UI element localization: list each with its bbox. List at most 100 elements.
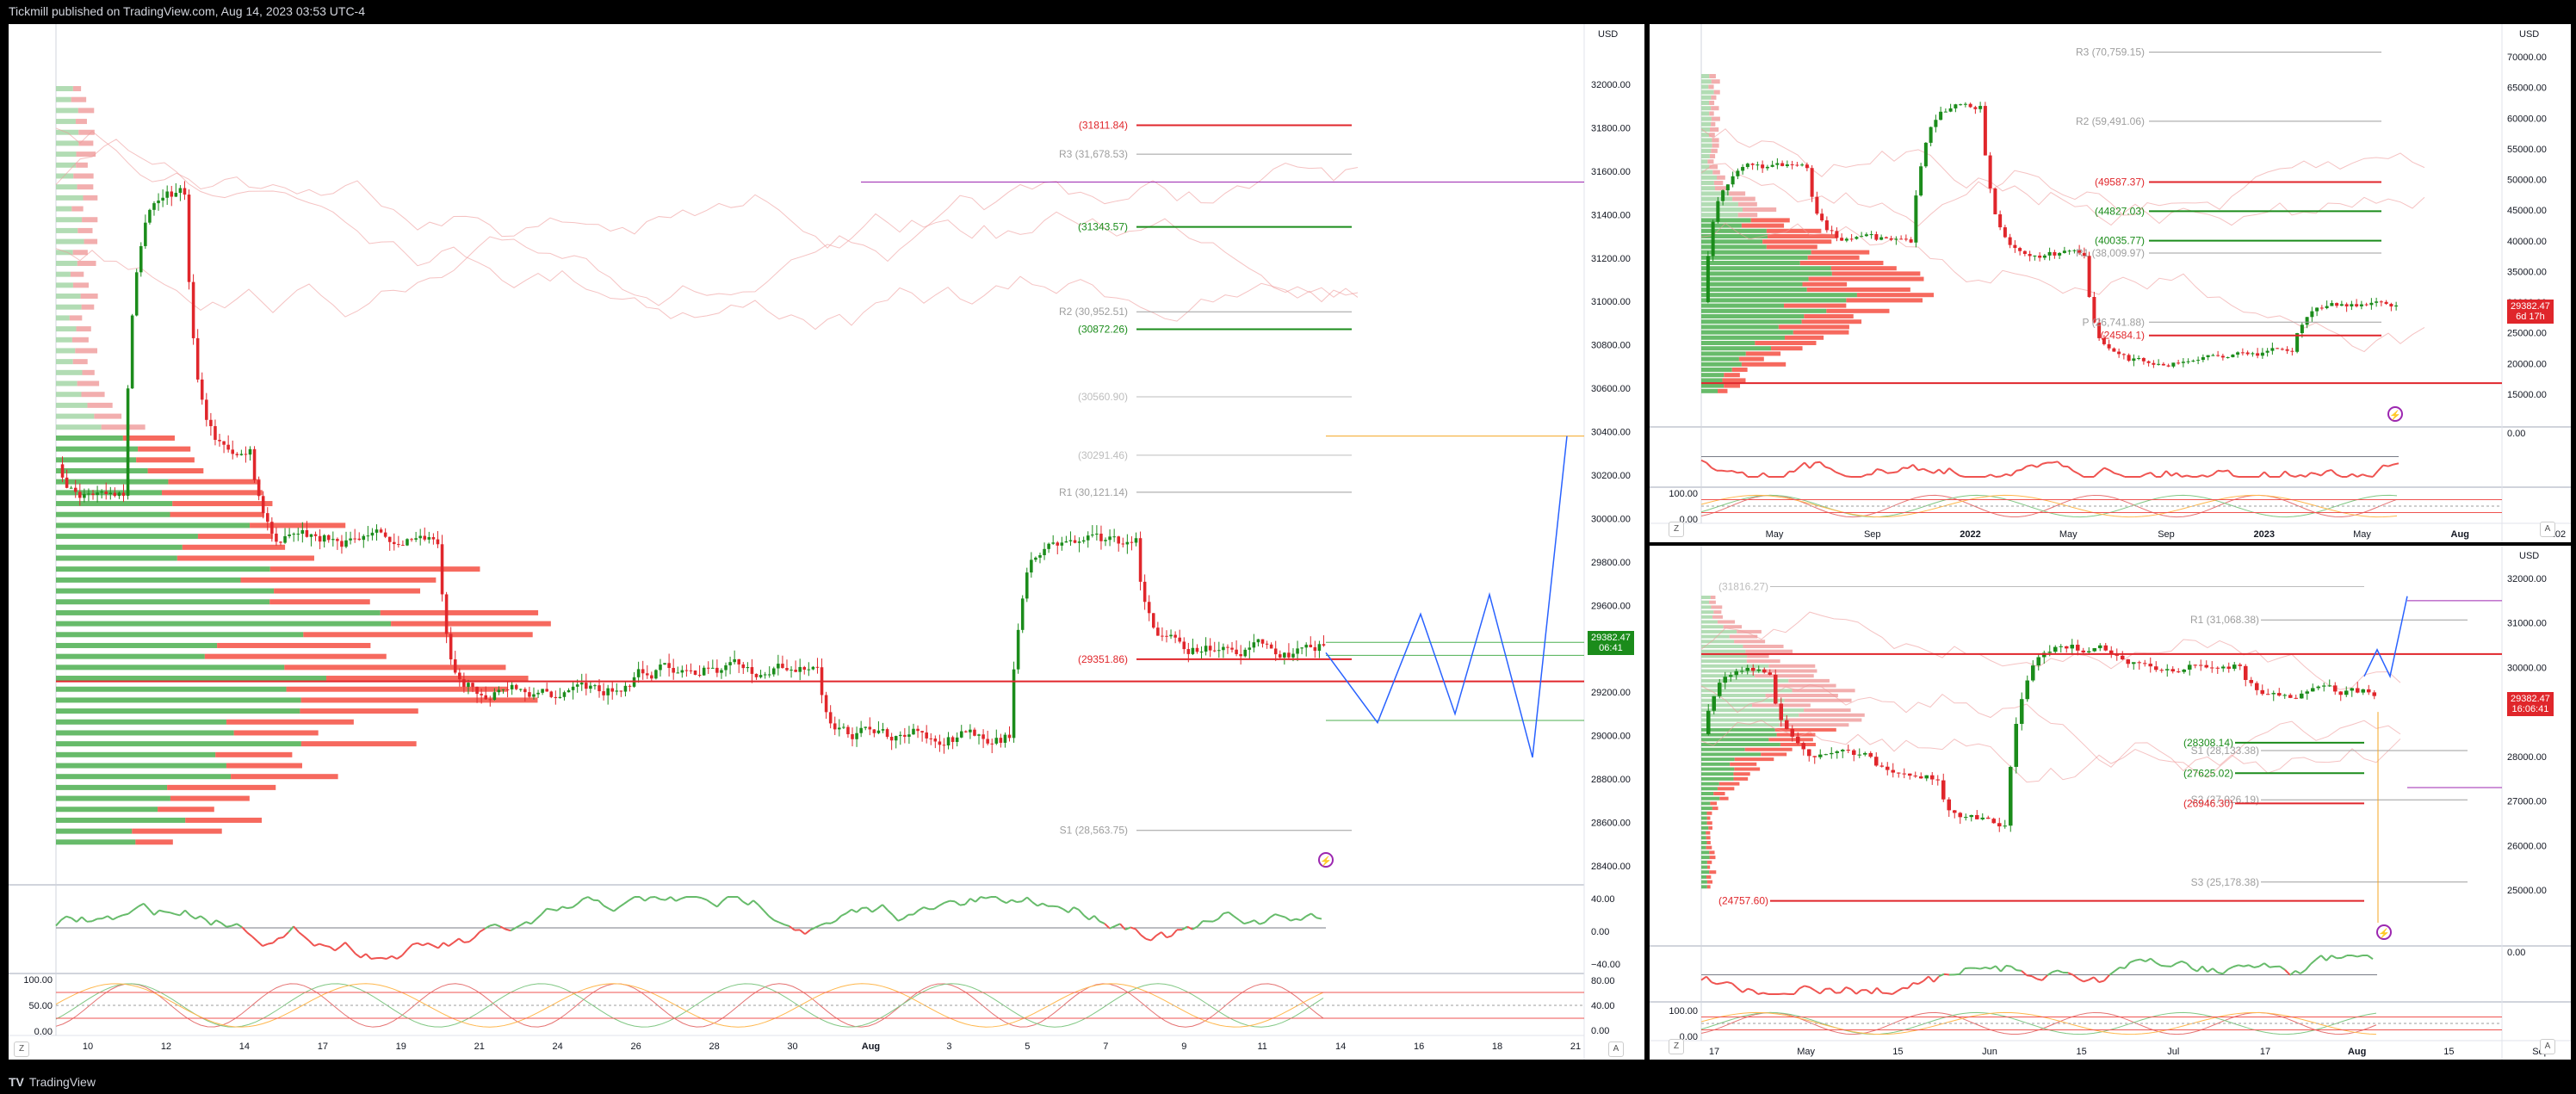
volume-profile-bar-up: [1701, 683, 1775, 688]
candle-body: [2120, 655, 2125, 660]
oscillator-segment: [2243, 964, 2250, 967]
candle-body: [353, 538, 356, 540]
candle-body: [610, 688, 614, 692]
oscillator-segment: [1871, 986, 1878, 995]
main-chart-panel[interactable]: BTCUSD, 4h Bitcoin / U.S. Dollar 100.005…: [9, 24, 1644, 1060]
oscillator-segment: [148, 908, 155, 916]
stochastic-right-tick-label: 40.00: [1591, 1001, 1615, 1011]
y-tick-label: 30200.00: [1591, 471, 1631, 481]
oscillator-segment: [1943, 973, 1950, 976]
oscillator-segment: [1845, 986, 1852, 991]
candle-body: [1923, 142, 1928, 167]
weekly-event-icon[interactable]: ⚡: [2387, 406, 2403, 422]
candle-body: [170, 191, 174, 197]
candle-body: [427, 537, 431, 540]
candle-body: [794, 670, 797, 672]
volume-profile-bar-up: [1701, 383, 1725, 388]
volume-profile-bar-up: [1701, 330, 1793, 335]
candle-body: [1156, 627, 1160, 636]
candle-body: [846, 726, 850, 735]
oscillator-segment: [241, 926, 248, 933]
candle-body: [1947, 799, 1952, 811]
candle-body: [100, 491, 103, 493]
volume-profile-bar-up: [56, 511, 170, 517]
oscillator-segment: [293, 925, 300, 933]
volume-profile-bar-down: [1711, 121, 1716, 127]
daily-event-icon[interactable]: ⚡: [2376, 924, 2392, 940]
daily-chart-panel[interactable]: BTCUSD, 1D Bitcoin / U.S. Dollar 32000.0…: [1650, 546, 2571, 1060]
volume-profile-bar-up: [56, 326, 77, 332]
daily-chart-svg[interactable]: 32000.0031000.0030000.0029000.0028000.00…: [1650, 546, 2571, 1060]
volume-profile-bar-down: [1755, 674, 1814, 678]
candle-body: [1086, 535, 1090, 541]
daily-level-label: (26946.30): [2183, 797, 2233, 809]
volume-profile-bar-up: [1701, 850, 1710, 855]
main-event-icon[interactable]: ⚡: [1318, 852, 1334, 868]
main-z-button[interactable]: Z: [14, 1041, 29, 1057]
candle-body: [2389, 304, 2393, 307]
candle-body: [1235, 649, 1238, 655]
oscillator-segment: [2258, 471, 2265, 478]
volume-profile-bar-up: [56, 184, 77, 190]
candle-body: [73, 487, 77, 492]
oscillator-segment: [1212, 918, 1219, 923]
candle-body: [2193, 664, 2198, 666]
candle-body: [969, 729, 972, 732]
candle-body: [69, 487, 73, 489]
candle-body: [117, 492, 121, 497]
candle-body: [157, 200, 160, 204]
candle-body: [226, 444, 230, 450]
weekly-z-button[interactable]: Z: [1669, 522, 1684, 537]
volume-profile-bar-down: [1779, 723, 1849, 727]
volume-profile-bar-up: [1701, 875, 1707, 879]
volume-profile-bar-up: [1701, 811, 1707, 815]
daily-z-button[interactable]: Z: [1669, 1039, 1684, 1054]
x-tick-label: Sep: [1864, 529, 1881, 540]
weekly-a-button[interactable]: A: [2540, 522, 2555, 537]
oscillator-segment: [355, 953, 362, 959]
candle-body: [1047, 543, 1050, 549]
volume-profile-bar-up: [1701, 845, 1706, 850]
oscillator-segment: [2362, 473, 2369, 478]
oscillator-segment: [112, 916, 119, 921]
oscillator-segment: [1104, 923, 1111, 930]
volume-profile-bar-down: [1801, 319, 1862, 324]
volume-profile-bar-up: [56, 271, 71, 277]
volume-profile-bar-down: [1737, 629, 1762, 634]
candle-body: [955, 737, 959, 742]
candle-body: [1824, 754, 1829, 756]
daily-a-button[interactable]: A: [2540, 1039, 2555, 1054]
volume-profile-bar-down: [1710, 596, 1716, 599]
candle-body: [322, 535, 326, 542]
oscillator-segment: [1830, 987, 1836, 994]
candle-body: [1756, 669, 1762, 671]
candle-body: [2254, 683, 2259, 690]
candle-body: [1902, 773, 1907, 775]
volume-profile-bar-down: [1765, 694, 1838, 697]
oscillator-segment: [629, 896, 635, 901]
volume-profile-bar-down: [83, 195, 98, 201]
oscillator-segment: [158, 909, 165, 913]
oscillator-segment: [2387, 463, 2394, 467]
candle-body: [78, 491, 82, 498]
candle-body: [2107, 343, 2111, 349]
candle-body: [536, 692, 540, 695]
oscillator-segment: [437, 942, 444, 949]
weekly-chart-panel[interactable]: BTCUSD, 1W Bitcoin / U.S. Dollar 70000.0…: [1650, 24, 2571, 542]
oscillator-segment: [1130, 926, 1136, 930]
candle-body: [2260, 352, 2264, 356]
y-tick-label: 30400.00: [1591, 428, 1631, 438]
weekly-chart-svg[interactable]: 70000.0065000.0060000.0055000.0050000.00…: [1650, 24, 2571, 542]
main-price-badge: 29382.47 06:41: [1588, 631, 1634, 655]
main-a-button[interactable]: A: [1608, 1041, 1624, 1057]
volume-profile-bar-down: [71, 206, 84, 212]
y-tick-label: 31400.00: [1591, 210, 1631, 220]
oscillator-segment: [1871, 468, 1878, 475]
candle-body: [2369, 302, 2374, 306]
oscillator-segment: [2279, 470, 2286, 478]
candle-body: [113, 492, 117, 497]
candle-body: [1195, 647, 1199, 652]
volume-profile-bar-down: [233, 730, 319, 736]
oscillator-segment: [463, 941, 470, 943]
